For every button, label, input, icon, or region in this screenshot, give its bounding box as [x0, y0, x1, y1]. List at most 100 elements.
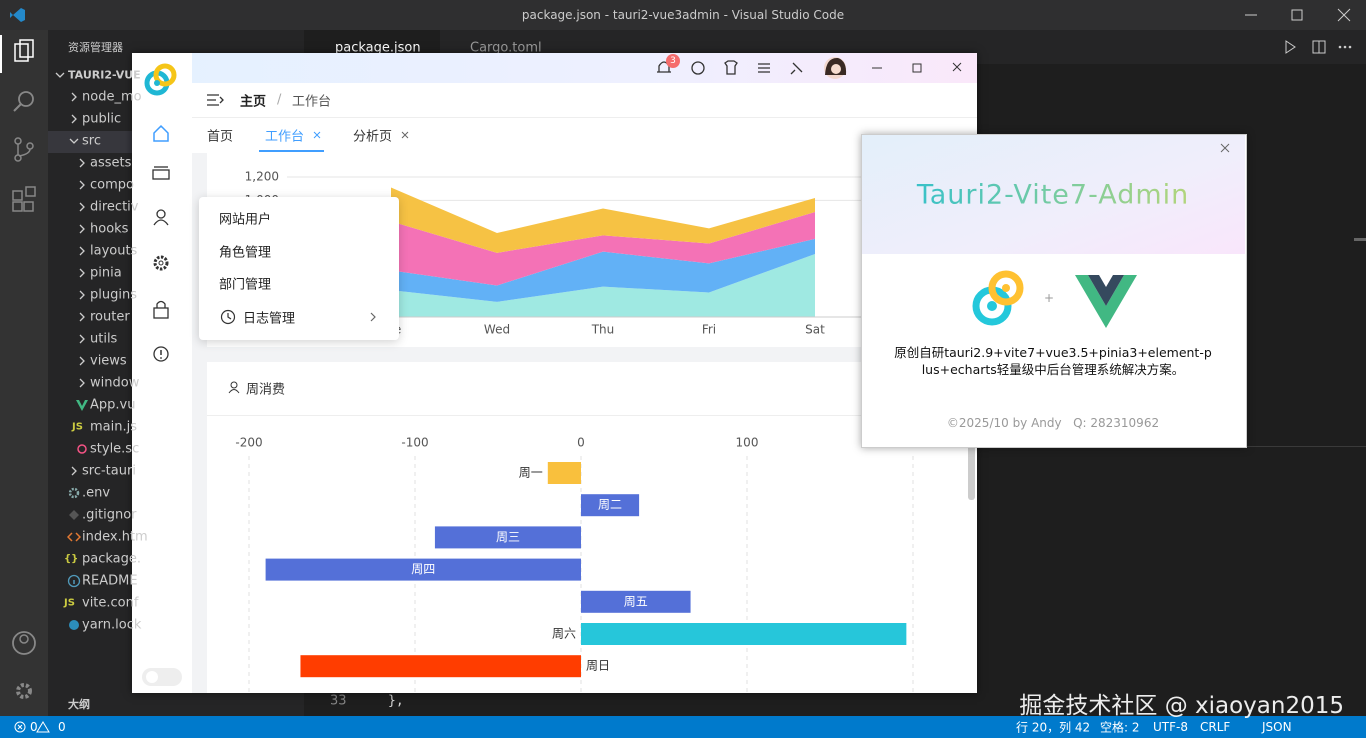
bar — [581, 590, 691, 613]
tree-item[interactable]: main.js — [90, 419, 137, 435]
app-sidebar — [132, 53, 192, 693]
tree-item[interactable]: index.htm — [82, 529, 148, 545]
nav-bar — [192, 83, 977, 153]
tree-item[interactable]: compo — [90, 177, 134, 193]
tree-icon — [55, 72, 65, 78]
area-series — [391, 254, 815, 317]
tree-item[interactable]: public — [82, 111, 122, 127]
vscode-logo — [10, 8, 25, 22]
tree-icon — [67, 574, 81, 588]
tab-close-icons[interactable] — [312, 130, 412, 140]
tree-item[interactable]: src — [82, 133, 101, 149]
tree-icon — [71, 92, 77, 102]
menu-item[interactable]: 网站用户 — [219, 212, 272, 228]
window-controls[interactable] — [1240, 6, 1360, 24]
app-nav-icons[interactable] — [132, 53, 192, 693]
page-tab[interactable]: 首页 — [207, 129, 234, 145]
area-series — [391, 187, 815, 253]
page-tab[interactable]: 工作台 — [265, 129, 305, 145]
tree-icon — [79, 246, 85, 256]
menu-item[interactable]: 日志管理 — [243, 311, 296, 327]
tree-item[interactable]: node_mo — [82, 89, 142, 105]
tree-item[interactable]: pinia — [90, 265, 122, 281]
plus-sign: + — [1043, 291, 1055, 305]
tree-item[interactable]: utils — [90, 331, 118, 347]
bar-label: 周二 — [598, 498, 622, 512]
tree-icon-label: JS — [64, 597, 75, 609]
tree-item[interactable]: assets — [90, 155, 132, 171]
tree-item[interactable]: .env — [82, 485, 111, 501]
y-tick-label: 1,200 — [245, 170, 279, 184]
tree-item[interactable]: App.vu — [90, 397, 136, 413]
tree-item[interactable]: plugins — [90, 287, 137, 303]
window-title: package.json - tauri2-vue3admin - Visual… — [521, 8, 845, 22]
menu-icons — [220, 309, 376, 325]
x-tick-label: -200 — [235, 436, 262, 450]
menu-item[interactable]: 部门管理 — [219, 277, 272, 293]
bar — [581, 494, 640, 517]
tree-item[interactable]: package. — [82, 551, 142, 567]
tree-item[interactable]: hooks — [90, 221, 129, 237]
bar — [434, 526, 581, 549]
app-header-icons[interactable] — [650, 55, 970, 81]
tree-item[interactable]: yarn.lock — [82, 617, 142, 633]
tree-item[interactable]: directiv — [90, 199, 139, 215]
editor-actions[interactable] — [1280, 38, 1360, 56]
tree-item[interactable]: views — [90, 353, 127, 369]
bar — [547, 462, 581, 484]
warning-count[interactable]: 0 — [58, 720, 66, 734]
tree-icon — [69, 510, 79, 520]
bar-label: 周一 — [519, 466, 543, 480]
tree-item[interactable]: README — [82, 573, 138, 589]
tab-label[interactable]: package.json — [335, 40, 421, 56]
area-series — [391, 238, 815, 302]
tab-label[interactable]: Cargo.toml — [470, 40, 542, 56]
tree-item[interactable]: src-tauri — [82, 463, 136, 479]
tree-icon — [71, 466, 77, 476]
x-tick-label: 0 — [577, 436, 585, 450]
title-bar — [0, 0, 1366, 30]
tree-item[interactable]: .gitignor — [82, 507, 137, 523]
logos — [972, 270, 1137, 328]
bar — [581, 623, 907, 645]
activity-icons[interactable] — [0, 30, 48, 716]
outline-header[interactable]: 大纲 — [68, 698, 90, 711]
scrollbar[interactable] — [968, 440, 975, 500]
scroll-marker — [1354, 238, 1366, 241]
encoding[interactable]: UTF-8 — [1153, 720, 1188, 734]
watermark: 掘金技术社区 @ xiaoyan2015 — [1019, 693, 1344, 719]
tree-icon — [79, 356, 85, 366]
eol[interactable]: CRLF — [1200, 720, 1231, 734]
cursor-position[interactable]: 行 20，列 42 — [1016, 720, 1091, 735]
code-line: }, — [388, 693, 404, 709]
tree-item[interactable]: layouts — [90, 243, 138, 259]
menu-item[interactable]: 角色管理 — [219, 245, 272, 261]
tree-icon — [79, 268, 85, 278]
page-tab[interactable]: 分析页 — [353, 129, 393, 145]
tree-item[interactable]: router — [90, 309, 130, 325]
bar-label: 周日 — [586, 659, 610, 673]
bar — [300, 655, 581, 678]
tree-item[interactable]: window — [90, 375, 140, 391]
tree-icon — [67, 532, 81, 542]
menu-toggle[interactable] — [206, 92, 226, 108]
activity-bar — [0, 30, 48, 716]
tree-item[interactable]: vite.conf — [82, 595, 139, 611]
tree-item[interactable]: TAURI2-VUE — [68, 68, 141, 82]
tree-icon — [71, 114, 77, 124]
tree-icon — [79, 312, 85, 322]
language[interactable]: JSON — [1262, 720, 1292, 734]
error-count[interactable]: 0 — [30, 720, 38, 734]
dialog-close[interactable] — [1219, 142, 1231, 154]
bar — [265, 558, 581, 581]
indent[interactable]: 空格: 2 — [1100, 720, 1140, 735]
bar-label: 周三 — [496, 530, 520, 544]
dialog-footer: ©2025/10 by Andy Q: 282310962 — [946, 416, 1160, 430]
breadcrumb-item[interactable]: 主页 — [240, 94, 267, 110]
tree-item[interactable]: style.sc — [90, 441, 140, 457]
tree-icon — [69, 138, 79, 144]
line-number: 33 — [330, 693, 347, 709]
x-tick-label: Sat — [805, 323, 825, 337]
